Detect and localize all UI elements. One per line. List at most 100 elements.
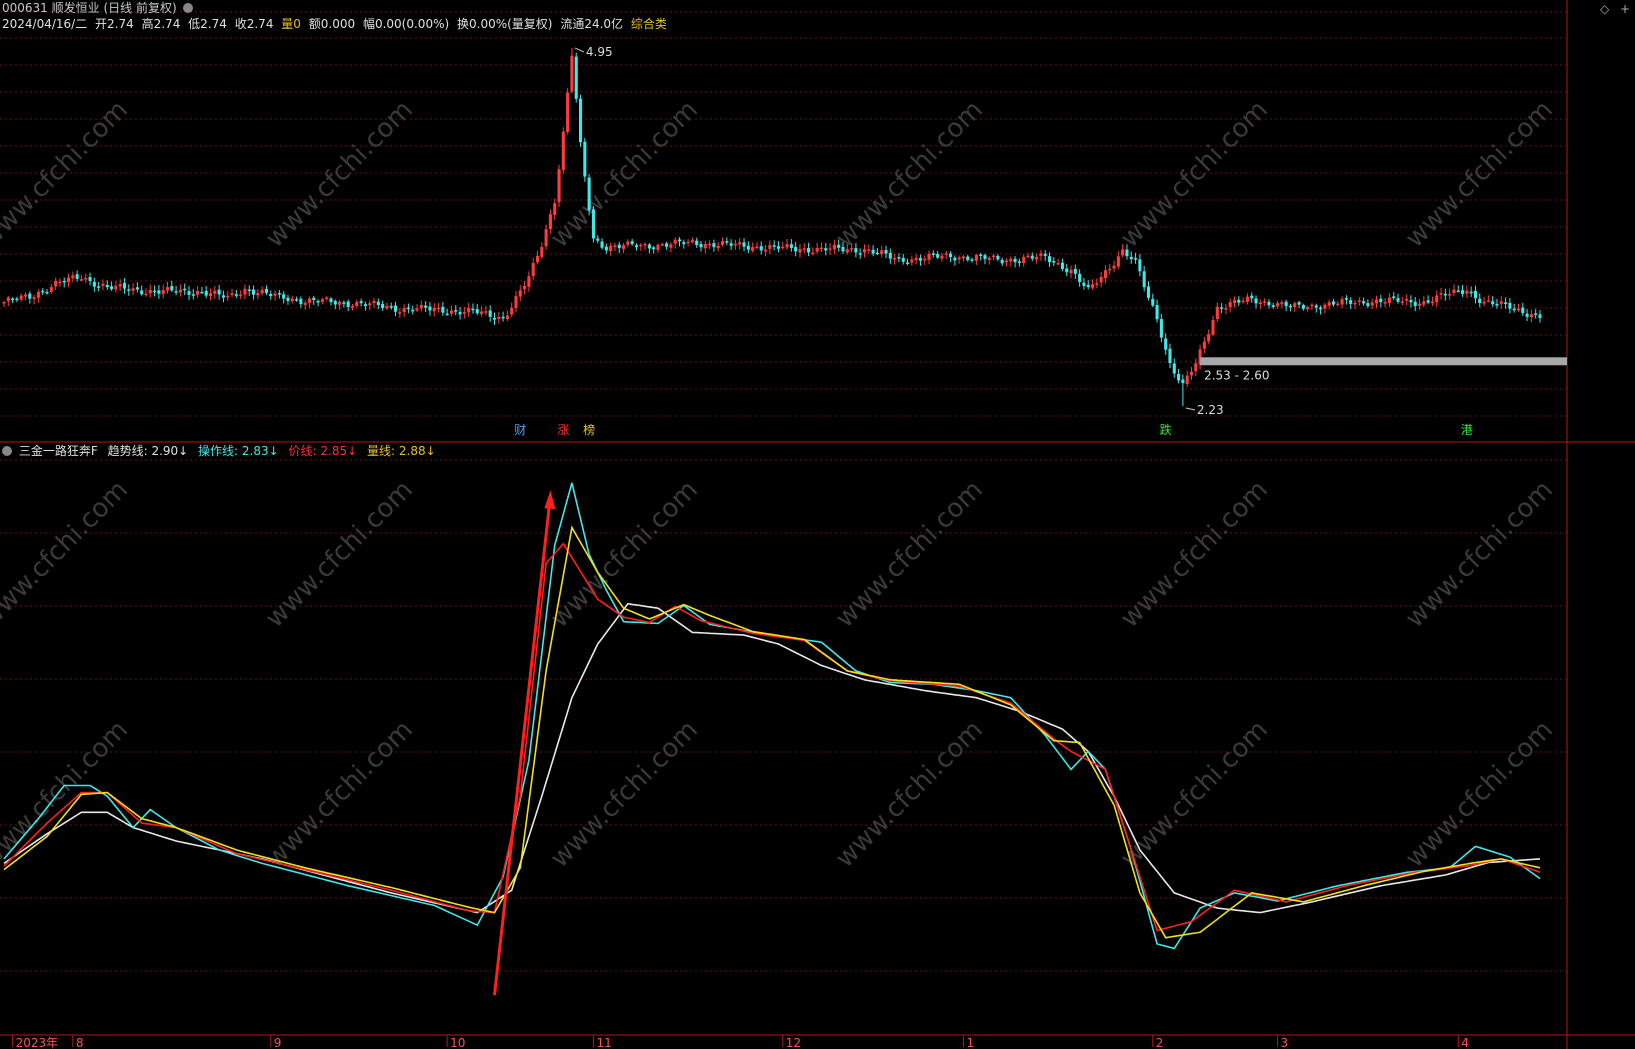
candle-body (785, 244, 789, 248)
candle-body (75, 274, 79, 279)
rally-arrow (492, 496, 552, 996)
candle-body (1099, 276, 1103, 283)
candle-body (445, 313, 449, 316)
candle-body (1138, 259, 1142, 272)
x-label: 8 (76, 1036, 84, 1049)
candle-body (1181, 379, 1185, 384)
candle-body (277, 293, 281, 295)
stock-name: 顺发恒业 (51, 1, 100, 15)
candle-body (987, 257, 991, 261)
candle-body (32, 297, 36, 300)
candle-body (1108, 268, 1112, 271)
candle-body (1374, 299, 1379, 304)
event-marker: 涨 (557, 422, 569, 437)
quote-category[interactable]: 综合类 (630, 17, 667, 31)
event-marker: 榜 (583, 422, 595, 437)
candle-body (979, 254, 983, 256)
candle-body (114, 285, 118, 290)
candle-body (488, 310, 492, 317)
candle-body (122, 283, 127, 289)
candle-body (802, 248, 806, 250)
watermark: www.cfchi.com (260, 475, 419, 634)
event-marker: 跌 (1160, 422, 1172, 437)
candle-body (871, 249, 875, 254)
candle-body (1314, 305, 1318, 308)
trend-line-value: 2.90 (151, 444, 179, 458)
candle-body (553, 203, 557, 216)
candle-body (1207, 333, 1211, 342)
candle-body (1030, 255, 1034, 259)
trend-line-label: 趋势线: (107, 444, 148, 458)
candle-body (1168, 348, 1172, 364)
candle-body (406, 307, 410, 310)
chart-mode[interactable]: (日线 前复权) (103, 1, 177, 15)
candle-body (183, 288, 187, 291)
candle-body (690, 240, 694, 243)
candle-body (566, 92, 570, 132)
candle-body (1228, 302, 1232, 308)
candle-body (161, 289, 165, 294)
candle-body (411, 309, 415, 312)
candle-body (815, 247, 819, 252)
indicator-settings-icon[interactable] (2, 446, 12, 456)
candle-body (501, 316, 505, 319)
candle-body (733, 243, 737, 246)
candle-body (535, 255, 540, 263)
candle-body (1177, 373, 1181, 381)
candle-body (845, 249, 849, 253)
candle-body (1486, 300, 1490, 302)
candle-body (1112, 265, 1116, 269)
candle-body (974, 255, 978, 261)
candle-body (1465, 290, 1469, 294)
candle-body (346, 301, 350, 307)
candle-body (1422, 301, 1426, 305)
candle-body (320, 299, 324, 302)
candle-body (888, 252, 892, 259)
candle-body (389, 306, 393, 308)
op-line-label: 操作线: (198, 444, 239, 458)
candle-body (1026, 255, 1030, 258)
candle-body (393, 305, 398, 312)
candle-body (1245, 296, 1249, 302)
plus-icon[interactable]: + (1620, 2, 1631, 16)
candle-body (1211, 320, 1215, 335)
candle-body (923, 258, 927, 261)
watermark: www.cfchi.com (0, 475, 134, 634)
candle-body (759, 246, 763, 251)
candle-body (385, 305, 389, 309)
candle-body (1164, 338, 1168, 350)
candle-body (1538, 314, 1542, 318)
candle-body (23, 294, 28, 297)
candle-body (1082, 282, 1086, 286)
diamond-icon[interactable]: ◇ (1600, 2, 1610, 16)
candle-body (609, 245, 613, 252)
candle-body (652, 247, 656, 250)
candle-body (1004, 260, 1009, 263)
candle-body (540, 247, 544, 257)
vol-arrow-icon: ↓ (425, 444, 436, 458)
candle-body (1293, 303, 1297, 308)
candle-body (656, 244, 660, 251)
quote-volume: 量0 (281, 17, 301, 31)
candle-body (316, 301, 320, 303)
x-label: 11 (596, 1036, 611, 1049)
candle-body (738, 242, 742, 245)
candle-body (1220, 307, 1224, 309)
candle-body (424, 305, 428, 308)
candle-body (363, 304, 367, 307)
candle-body (1512, 308, 1516, 311)
x-label: 2023年 (16, 1036, 59, 1049)
candle-body (140, 290, 144, 295)
candle-body (1288, 305, 1293, 308)
candle-body (415, 308, 419, 311)
candle-body (312, 297, 316, 300)
candle-body (729, 243, 733, 246)
candle-body (1103, 270, 1107, 278)
dropdown-icon[interactable] (182, 3, 193, 13)
candle-body (1340, 299, 1344, 305)
candle-body (153, 290, 157, 293)
candle-body (1000, 259, 1004, 264)
watermark: www.cfchi.com (260, 715, 419, 874)
indicator-name[interactable]: 三金一路狂奔F (18, 444, 98, 458)
